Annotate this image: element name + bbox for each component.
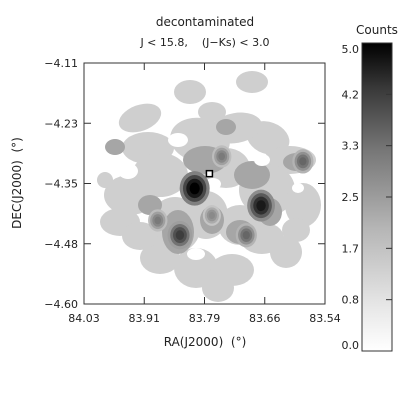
contour-low bbox=[198, 102, 226, 122]
x-tick-label: 83.79 bbox=[189, 312, 221, 325]
contour-hole bbox=[254, 154, 270, 166]
colorbar-label: Counts bbox=[356, 23, 398, 37]
colorbar-tick-label: 2.5 bbox=[342, 191, 360, 204]
y-tick-label: −4.11 bbox=[44, 57, 78, 70]
density-peak bbox=[218, 152, 226, 161]
contour-hole bbox=[187, 248, 205, 260]
y-tick-label: −4.48 bbox=[44, 238, 78, 251]
contour-mid bbox=[234, 161, 270, 189]
y-axis: −4.11 −4.23 −4.35 −4.48 −4.60 bbox=[44, 57, 325, 311]
density-peak bbox=[256, 200, 266, 212]
density-peak bbox=[299, 157, 307, 166]
colorbar-tick-label: 3.3 bbox=[342, 140, 360, 153]
contour-low bbox=[282, 218, 310, 242]
y-tick-label: −4.60 bbox=[44, 298, 78, 311]
contour-low bbox=[236, 71, 268, 93]
chart-subtitle: J < 15.8, (J−Ks) < 3.0 bbox=[139, 36, 269, 49]
density-peak bbox=[242, 230, 250, 240]
chart-title: decontaminated bbox=[156, 15, 254, 29]
x-tick-label: 83.66 bbox=[249, 312, 281, 325]
colorbar-tick-label: 5.0 bbox=[342, 43, 360, 56]
y-tick-label: −4.35 bbox=[44, 178, 78, 191]
contour-low bbox=[202, 274, 234, 302]
y-tick-label: −4.23 bbox=[44, 117, 78, 130]
x-axis-label: RA(J2000) (°) bbox=[164, 335, 247, 349]
x-axis: 84.03 83.91 83.79 83.66 83.54 bbox=[68, 63, 341, 325]
colorbar-tick-label: 4.2 bbox=[342, 88, 360, 101]
contour-hole bbox=[292, 183, 304, 193]
colorbar-tick-label: 0.8 bbox=[342, 294, 360, 307]
contour-mid bbox=[105, 139, 125, 155]
density-contour-map bbox=[97, 71, 321, 302]
x-tick-label: 83.54 bbox=[309, 312, 341, 325]
density-peak bbox=[154, 216, 162, 225]
contour-hole bbox=[118, 163, 138, 179]
colorbar-tick-label: 0.0 bbox=[342, 339, 360, 352]
contour-low bbox=[285, 183, 321, 227]
contour-low bbox=[97, 172, 113, 188]
contour-low bbox=[118, 103, 162, 133]
colorbar-ticks: 5.0 4.2 3.3 2.5 1.7 0.8 0.0 bbox=[342, 42, 392, 352]
contour-low bbox=[122, 222, 158, 250]
colorbar-tick-label: 1.7 bbox=[342, 242, 360, 255]
y-axis-label: DEC(J2000) (°) bbox=[10, 137, 24, 229]
density-peak bbox=[189, 182, 200, 195]
contour-hole bbox=[168, 133, 188, 147]
density-peak bbox=[175, 230, 185, 240]
contour-low bbox=[174, 80, 206, 104]
marker-square bbox=[205, 169, 214, 178]
contour-low bbox=[270, 236, 302, 268]
density-peak bbox=[208, 211, 215, 220]
contour-mid bbox=[216, 119, 236, 135]
x-tick-label: 83.91 bbox=[129, 312, 161, 325]
x-tick-label: 84.03 bbox=[68, 312, 100, 325]
